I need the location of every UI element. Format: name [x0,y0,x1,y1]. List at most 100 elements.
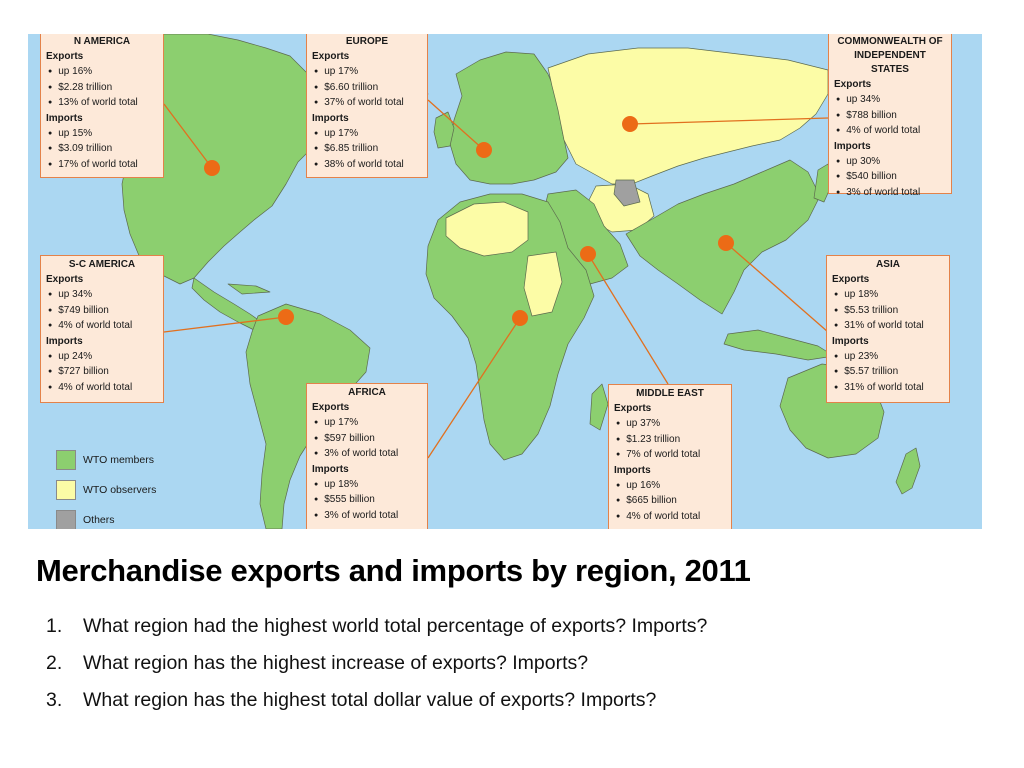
imports-label: Imports [614,464,651,476]
legend-swatch [56,510,76,529]
land-north-africa-observers [445,201,529,257]
import-item: up 18% [314,477,422,492]
import-item: $555 billion [314,492,422,507]
legend-item-others: Others [56,510,115,529]
region-markers [204,116,734,326]
pointer-line-cis [629,117,829,125]
question-text: What region had the highest world total … [83,615,708,637]
question-number: 2. [46,652,63,674]
region-title: AFRICA [348,387,386,398]
world-map: N AMERICA Exports up 16% $2.28 trillion … [28,34,982,529]
import-item: 3% of world total [836,185,946,200]
import-item: 3% of world total [314,508,422,523]
import-item: 4% of world total [616,509,726,524]
import-item: $6.85 trillion [314,141,422,156]
export-item: up 34% [48,287,158,302]
region-title: EUROPE [345,36,389,47]
region-box-cis: COMMONWEALTH OF INDEPENDENT STATES Expor… [828,34,952,198]
region-title: COMMONWEALTH OF INDEPENDENT STATES [837,36,943,75]
region-box-asia: ASIA Exports up 18% $5.53 trillion 31% o… [826,255,950,403]
export-item: 4% of world total [48,318,158,333]
marker-africa [512,310,528,326]
marker-n-america [204,160,220,176]
import-item: 4% of world total [48,380,158,395]
export-item: 37% of world total [314,95,422,110]
export-item: up 17% [314,64,422,79]
export-item: $5.53 trillion [834,303,944,318]
land-uk [433,111,455,149]
import-item: $5.57 trillion [834,364,944,379]
pointer-line-africa [427,317,521,459]
import-item: up 15% [48,126,158,141]
export-item: 7% of world total [616,447,726,462]
exports-label: Exports [834,79,872,90]
legend-label: WTO members [83,454,154,466]
export-item: 4% of world total [836,123,946,138]
import-item: 38% of world total [314,157,422,172]
marker-cis [622,116,638,132]
question-list: 1. What region had the highest world tota… [46,608,707,719]
legend-item-wto-members: WTO members [56,450,154,470]
pointer-line-middle-east [587,253,669,385]
land-new-zealand [895,447,921,495]
imports-label: Imports [832,335,869,347]
question-item: 3. What region has the highest total doll… [46,682,707,719]
export-item: up 16% [48,64,158,79]
import-item: up 16% [616,478,726,493]
region-box-n-america: N AMERICA Exports up 16% $2.28 trillion … [40,34,164,178]
imports-label: Imports [46,112,83,124]
pointer-line-sc-america [163,316,287,333]
world-map-graphic [28,34,982,529]
land-east-africa-observers [523,251,563,317]
page-title: Merchandise exports and imports by regio… [36,553,751,588]
export-item: up 37% [616,416,726,431]
import-item: $3.09 trillion [48,141,158,156]
region-box-middle-east: MIDDLE EAST Exports up 37% $1.23 trillio… [608,384,732,529]
exports-label: Exports [312,402,350,413]
pointer-line-europe [427,99,485,151]
exports-label: Exports [312,51,350,62]
exports-label: Exports [46,274,84,285]
marker-middle-east [580,246,596,262]
export-item: 3% of world total [314,446,422,461]
exports-label: Exports [832,274,870,285]
export-item: up 17% [314,415,422,430]
import-item: up 23% [834,349,944,364]
land-iran [613,179,641,207]
region-box-europe: EUROPE Exports up 17% $6.60 trillion 37%… [306,34,428,178]
pointer-line-asia [725,242,829,333]
legend-item-wto-observers: WTO observers [56,480,156,500]
legend-swatch [56,450,76,470]
import-item: up 17% [314,126,422,141]
export-item: $6.60 trillion [314,80,422,95]
exports-label: Exports [46,51,84,62]
region-title: MIDDLE EAST [636,388,704,399]
legend-label: WTO observers [83,484,157,496]
land-indonesia [723,329,835,361]
export-item: $1.23 trillion [616,432,726,447]
legend-swatch [56,480,76,500]
export-item: 13% of world total [48,95,158,110]
question-item: 2. What region has the highest increase o… [46,645,707,682]
land-cis [547,47,829,185]
export-item: up 18% [834,287,944,302]
import-item: $665 billion [616,493,726,508]
import-item: up 24% [48,349,158,364]
region-box-africa: AFRICA Exports up 17% $597 billion 3% of… [306,383,428,529]
imports-label: Imports [46,335,83,347]
import-item: $727 billion [48,364,158,379]
land-cuba [227,283,271,295]
import-item: up 30% [836,154,946,169]
export-item: $749 billion [48,303,158,318]
region-box-sc-america: S-C AMERICA Exports up 34% $749 billion … [40,255,164,403]
export-item: $2.28 trillion [48,80,158,95]
import-item: $540 billion [836,169,946,184]
marker-europe [476,142,492,158]
question-number: 1. [46,615,63,637]
region-title: S-C AMERICA [68,259,136,270]
region-title: ASIA [876,259,900,270]
land-madagascar [589,383,609,431]
pointer-line-n-america [163,103,213,169]
question-item: 1. What region had the highest world tota… [46,608,707,645]
region-title: N AMERICA [73,36,131,47]
